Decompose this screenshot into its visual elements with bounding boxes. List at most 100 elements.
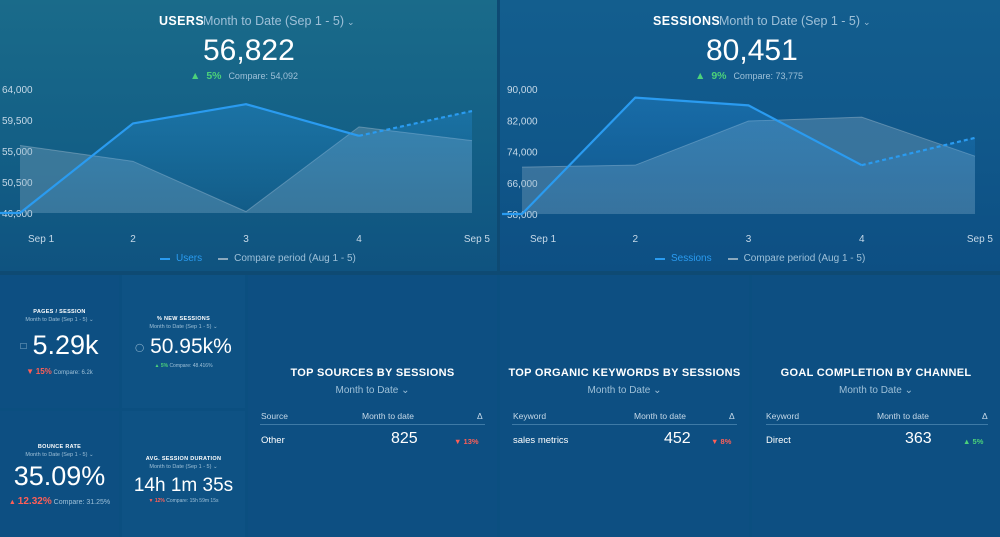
row-label: Other: [261, 435, 285, 446]
panel-title: GOAL COMPLETION BY CHANNEL: [780, 367, 972, 379]
kpi-period[interactable]: Month to Date (Sep 1 - 5) ⌄: [0, 317, 119, 323]
triangle-up-icon: ▲: [963, 437, 971, 446]
col-header-month: Month to date: [877, 411, 929, 421]
users-legend: Users Compare period (Aug 1 - 5): [160, 253, 356, 264]
y-tick-label: 64,000: [2, 85, 33, 96]
triangle-up-icon: ▲: [8, 499, 16, 506]
user-icon: ◯: [135, 342, 145, 352]
kpi-value: 35.09%: [13, 461, 106, 491]
chevron-down-icon: ⌄: [863, 17, 871, 27]
chevron-down-icon: ⌄: [88, 317, 94, 323]
users-line-chart: 64,000 59,500 55,000 50,500 46,000 Sep 1 2 3 4 Se…: [0, 85, 491, 245]
kpi-title: % NEW SESSIONS: [156, 316, 211, 322]
current-series-line: [502, 96, 863, 216]
y-tick-label: 46,000: [2, 209, 33, 220]
legend-compare-swatch: [218, 257, 229, 260]
chevron-down-icon: ⌄: [401, 385, 410, 396]
top-sources-panel: TOP SOURCES BY SESSIONS Month to Date ⌄ …: [248, 275, 497, 537]
kpi-avg-session-duration: AVG. SESSION DURATION Month to Date (Sep…: [122, 411, 245, 537]
users-delta-pct: 5%: [206, 70, 222, 82]
triangle-down-icon: ▼: [711, 437, 719, 446]
col-header-delta: Δ: [729, 411, 735, 421]
x-tick-label: 4: [356, 234, 362, 245]
y-tick-label: 90,000: [507, 85, 538, 96]
kpi-period[interactable]: Month to Date (Sep 1 - 5) ⌄: [0, 452, 119, 458]
y-tick-label: 66,000: [507, 179, 538, 190]
row-delta: ▼ 13%: [454, 437, 479, 446]
kpi-period-label: Month to Date (Sep 1 - 5): [25, 452, 88, 458]
x-tick-label: 3: [746, 234, 752, 245]
users-compare: Compare: 54,092: [228, 71, 298, 81]
row-value: 363: [905, 430, 932, 447]
kpi-value: 14h 1m 35s: [133, 475, 234, 496]
legend-compare-label: Compare period (Aug 1 - 5): [234, 253, 356, 264]
legend-current-swatch: [160, 257, 170, 260]
kpi-compare: Compare: 6.2k: [53, 370, 93, 376]
divider: [512, 424, 737, 425]
row-value: 825: [391, 430, 418, 447]
x-tick-label: 3: [243, 234, 249, 245]
users-delta: ▲ 5% Compare: 54,092: [190, 70, 298, 82]
kpi-period-label: Month to Date (Sep 1 - 5): [149, 324, 212, 330]
y-tick-label: 82,000: [507, 116, 538, 127]
col-header-keyword: Keyword: [766, 411, 800, 421]
sessions-title: SESSIONS: [653, 14, 721, 28]
divider: [497, 0, 500, 271]
panel-period-dropdown[interactable]: Month to Date ⌄: [500, 385, 749, 396]
users-chart-panel: USERS Month to Date (Sep 1 - 5) ⌄ 56,822 …: [0, 0, 497, 271]
legend-compare-swatch: [727, 257, 738, 260]
kpi-period[interactable]: Month to Date (Sep 1 - 5) ⌄: [122, 464, 245, 470]
sessions-period-dropdown[interactable]: Month to Date (Sep 1 - 5) ⌄: [719, 14, 871, 28]
sessions-chart-panel: SESSIONS Month to Date (Sep 1 - 5) ⌄ 80,4…: [500, 0, 1000, 271]
sessions-delta: ▲ 9% Compare: 73,775: [695, 70, 803, 82]
goal-completion-panel: GOAL COMPLETION BY CHANNEL Month to Date…: [752, 275, 1000, 537]
x-tick-label: Sep 1: [28, 234, 55, 245]
y-tick-label: 55,000: [2, 147, 33, 158]
row-delta-pct: 13%: [463, 437, 479, 446]
kpi-compare: Compare: 15h 59m 15s: [166, 498, 219, 504]
kpi-value: 5.29k: [32, 330, 99, 360]
panel-period-label: Month to Date: [587, 385, 651, 396]
row-delta-pct: 5%: [972, 437, 984, 446]
triangle-up-icon: ▲: [154, 363, 160, 369]
chevron-down-icon: ⌄: [212, 464, 218, 470]
users-period-dropdown[interactable]: Month to Date (Sep 1 - 5) ⌄: [203, 14, 355, 28]
kpi-period-label: Month to Date (Sep 1 - 5): [25, 317, 88, 323]
sessions-value: 80,451: [706, 34, 798, 67]
col-header-keyword: Keyword: [513, 411, 547, 421]
sessions-compare: Compare: 73,775: [733, 71, 803, 81]
kpi-title: AVG. SESSION DURATION: [145, 456, 222, 462]
triangle-up-icon: ▲: [190, 70, 201, 82]
col-header-month: Month to date: [362, 411, 414, 421]
divider: [260, 424, 485, 425]
triangle-down-icon: ▼: [148, 498, 154, 504]
current-series-line: [0, 103, 360, 215]
divider: [766, 424, 988, 425]
kpi-title: BOUNCE RATE: [37, 444, 82, 450]
kpi-value: 50.95k%: [150, 335, 232, 358]
y-tick-label: 50,500: [2, 178, 33, 189]
kpi-delta-pct: 5%: [160, 363, 169, 369]
kpi-delta: ▲ 12.32% Compare: 31.25%: [0, 497, 119, 507]
panel-period-dropdown[interactable]: Month to Date ⌄: [752, 385, 1000, 396]
col-header-delta: Δ: [982, 411, 988, 421]
chevron-down-icon: ⌄: [904, 385, 913, 396]
row-label: sales metrics: [513, 435, 569, 446]
kpi-period[interactable]: Month to Date (Sep 1 - 5) ⌄: [122, 324, 245, 330]
row-delta: ▼ 8%: [711, 437, 731, 446]
x-tick-label: Sep 5: [464, 234, 491, 245]
chevron-down-icon: ⌄: [347, 17, 355, 27]
y-tick-label: 59,500: [2, 116, 33, 127]
current-series-projection: [861, 136, 976, 167]
chevron-down-icon: ⌄: [212, 324, 218, 330]
current-series-projection: [358, 109, 473, 137]
kpi-compare: Compare: 31.25%: [53, 499, 111, 506]
panel-period-dropdown[interactable]: Month to Date ⌄: [248, 385, 497, 396]
kpi-delta: ▲ 5% Compare: 48.416%: [122, 363, 245, 369]
users-period-label: Month to Date (Sep 1 - 5): [203, 14, 345, 28]
kpi-title: PAGES / SESSION: [33, 309, 86, 315]
users-title: USERS: [159, 14, 205, 28]
current-series-area: [20, 104, 472, 213]
panel-period-label: Month to Date: [839, 385, 902, 396]
chevron-down-icon: ⌄: [653, 385, 662, 396]
